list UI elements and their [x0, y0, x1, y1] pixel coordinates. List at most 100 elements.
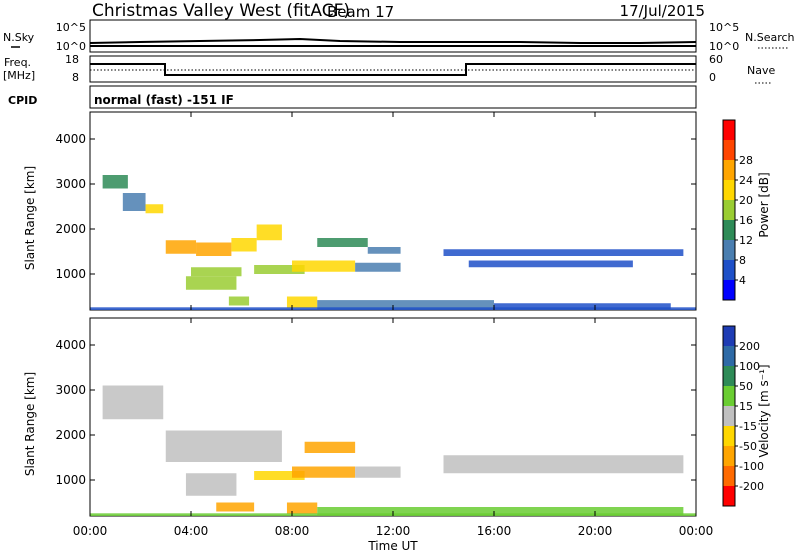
echo-region	[102, 175, 128, 189]
y-tick-label: 2000	[55, 428, 86, 442]
y-tick-label: 1000	[55, 267, 86, 281]
nave-tick-top: 60	[709, 53, 723, 66]
power-y-axis: 1000 2000 3000 4000	[55, 132, 696, 281]
velocity-colorbar: 200 100 50 15 -15 -50 -100 -200	[722, 325, 764, 507]
y-tick-label: 3000	[55, 383, 86, 397]
x-tick-label: 00:00	[73, 524, 108, 538]
echo-region	[494, 303, 671, 310]
colorbar-tick-label: -15	[739, 420, 757, 433]
colorbar-swatch	[723, 220, 735, 240]
echo-region	[367, 247, 401, 254]
colorbar-tick-label: 28	[739, 154, 753, 167]
freq-label-line2: [MHz]	[3, 69, 35, 82]
colorbar-tick-label: 24	[739, 174, 753, 187]
power-colorbar-label: Power [dB]	[757, 172, 771, 237]
echo-region	[317, 238, 368, 247]
y-tick-label: 2000	[55, 222, 86, 236]
echo-region	[304, 441, 356, 453]
echo-region	[468, 260, 633, 268]
echo-region	[231, 238, 257, 252]
colorbar-tick-label: 16	[739, 214, 753, 227]
x-tick-label: 00:00	[679, 524, 714, 538]
nsky-tick-top-left: 10^5	[56, 21, 86, 34]
colorbar-swatch	[723, 160, 735, 180]
colorbar-tick-label: 50	[739, 380, 753, 393]
freq-tick-top: 18	[65, 53, 79, 66]
nsky-tick-bottom-right: 10^0	[709, 40, 739, 53]
power-colorbar: 4 8 12 16 20 24 28	[722, 119, 753, 301]
colorbar-tick-label: 100	[739, 360, 760, 373]
nsky-label: N.Sky	[3, 31, 35, 44]
colorbar-tick-label: 15	[739, 400, 753, 413]
x-tick-label: 12:00	[376, 524, 411, 538]
colorbar-tick-label: 4	[739, 274, 746, 287]
y-tick-label: 4000	[55, 338, 86, 352]
colorbar-swatch	[723, 426, 735, 446]
nsky-panel-frame	[89, 19, 697, 53]
colorbar-swatch	[723, 486, 735, 506]
echo-region	[165, 240, 197, 254]
cpid-text: normal (fast) -151 IF	[94, 93, 234, 107]
power-ylabel: Slant Range [km]	[23, 166, 37, 270]
echo-region	[443, 249, 684, 256]
chart-title: Christmas Valley West (fitACF)	[92, 1, 350, 21]
colorbar-tick-label: 200	[739, 340, 760, 353]
echo-region	[191, 267, 242, 277]
colorbar-swatch	[723, 240, 735, 260]
colorbar-swatch	[723, 180, 735, 200]
x-tick-label: 20:00	[578, 524, 613, 538]
velocity-y-axis: 1000 2000 3000 4000	[55, 338, 696, 487]
colorbar-frame	[722, 325, 736, 507]
echo-region	[102, 385, 164, 420]
colorbar-swatch	[723, 200, 735, 220]
x-tick-label: 04:00	[174, 524, 209, 538]
colorbar-swatch	[723, 466, 735, 486]
colorbar-tick-label: -50	[739, 440, 757, 453]
y-tick-label: 1000	[55, 473, 86, 487]
cpid-panel-frame	[89, 85, 697, 109]
nsky-tick-bottom-left: 10^0	[56, 40, 86, 53]
echo-region	[185, 473, 237, 496]
echo-region	[145, 204, 164, 214]
x-tick-label: 16:00	[477, 524, 512, 538]
echo-region	[355, 466, 401, 478]
y-tick-label: 4000	[55, 132, 86, 146]
freq-label-line1: Freq.	[4, 56, 31, 69]
colorbar-tick-label: -200	[739, 480, 764, 493]
velocity-colorbar-label: Velocity [m s⁻¹]	[757, 364, 771, 457]
colorbar-swatch	[723, 260, 735, 280]
echo-region	[355, 262, 401, 272]
nave-label: Nave	[747, 64, 775, 77]
date-label: 17/Jul/2015	[620, 2, 705, 20]
echo-region	[317, 300, 494, 310]
colorbar-swatch	[723, 346, 735, 366]
velocity-ylabel: Slant Range [km]	[23, 372, 37, 476]
colorbar-swatch	[723, 326, 735, 346]
colorbar-tick-label: 8	[739, 254, 746, 267]
freq-panel-frame	[89, 55, 697, 83]
nave-tick-bottom: 0	[709, 71, 716, 84]
beam-label: Beam 17	[327, 3, 394, 21]
nsky-tick-top-right: 10^5	[709, 21, 739, 34]
nsearch-label: N.Search	[745, 31, 795, 44]
echo-region	[256, 224, 282, 241]
colorbar-tick-label: 20	[739, 194, 753, 207]
colorbar-tick-label: -100	[739, 460, 764, 473]
echo-region	[196, 242, 232, 256]
power-heatmap	[90, 175, 696, 310]
colorbar-swatch	[723, 280, 735, 300]
colorbar-frame	[722, 119, 736, 301]
echo-region	[292, 260, 356, 272]
time-xlabel: Time UT	[367, 539, 418, 553]
colorbar-swatch	[723, 366, 735, 386]
echo-region	[292, 466, 356, 478]
echo-region	[185, 276, 237, 290]
colorbar-swatch	[723, 386, 735, 406]
velocity-heatmap	[90, 385, 696, 516]
echo-region	[228, 296, 250, 306]
echo-region	[286, 296, 318, 308]
freq-tick-bottom: 8	[72, 71, 79, 84]
colorbar-swatch	[723, 406, 735, 426]
echo-region	[216, 502, 255, 512]
